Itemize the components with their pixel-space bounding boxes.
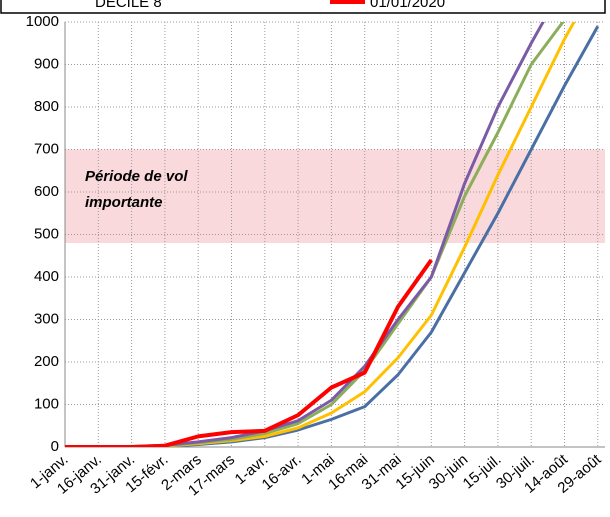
y-tick-label: 500 bbox=[34, 225, 59, 242]
y-tick-label: 1000 bbox=[26, 13, 59, 30]
annotation: Période de vol bbox=[85, 168, 188, 185]
y-tick-label: 900 bbox=[34, 55, 59, 72]
plot bbox=[65, 22, 600, 447]
y-tick-label: 400 bbox=[34, 268, 59, 285]
flight-period-band bbox=[65, 149, 605, 243]
y-tick-label: 0 bbox=[51, 438, 59, 455]
y-tick-label: 600 bbox=[34, 183, 59, 200]
annotation: importante bbox=[85, 194, 163, 211]
y-tick-label: 100 bbox=[34, 395, 59, 412]
y-tick-label: 200 bbox=[34, 353, 59, 370]
legend-label: DECILE 8 bbox=[95, 0, 162, 11]
y-tick-label: 800 bbox=[34, 98, 59, 115]
series-line bbox=[65, 258, 433, 447]
legend-label: 01/01/2020 bbox=[370, 0, 445, 11]
y-tick-label: 700 bbox=[34, 140, 59, 157]
x-tick-label: 30-juin bbox=[426, 451, 471, 493]
legend-box bbox=[0, 0, 606, 14]
y-tick-label: 300 bbox=[34, 310, 59, 327]
